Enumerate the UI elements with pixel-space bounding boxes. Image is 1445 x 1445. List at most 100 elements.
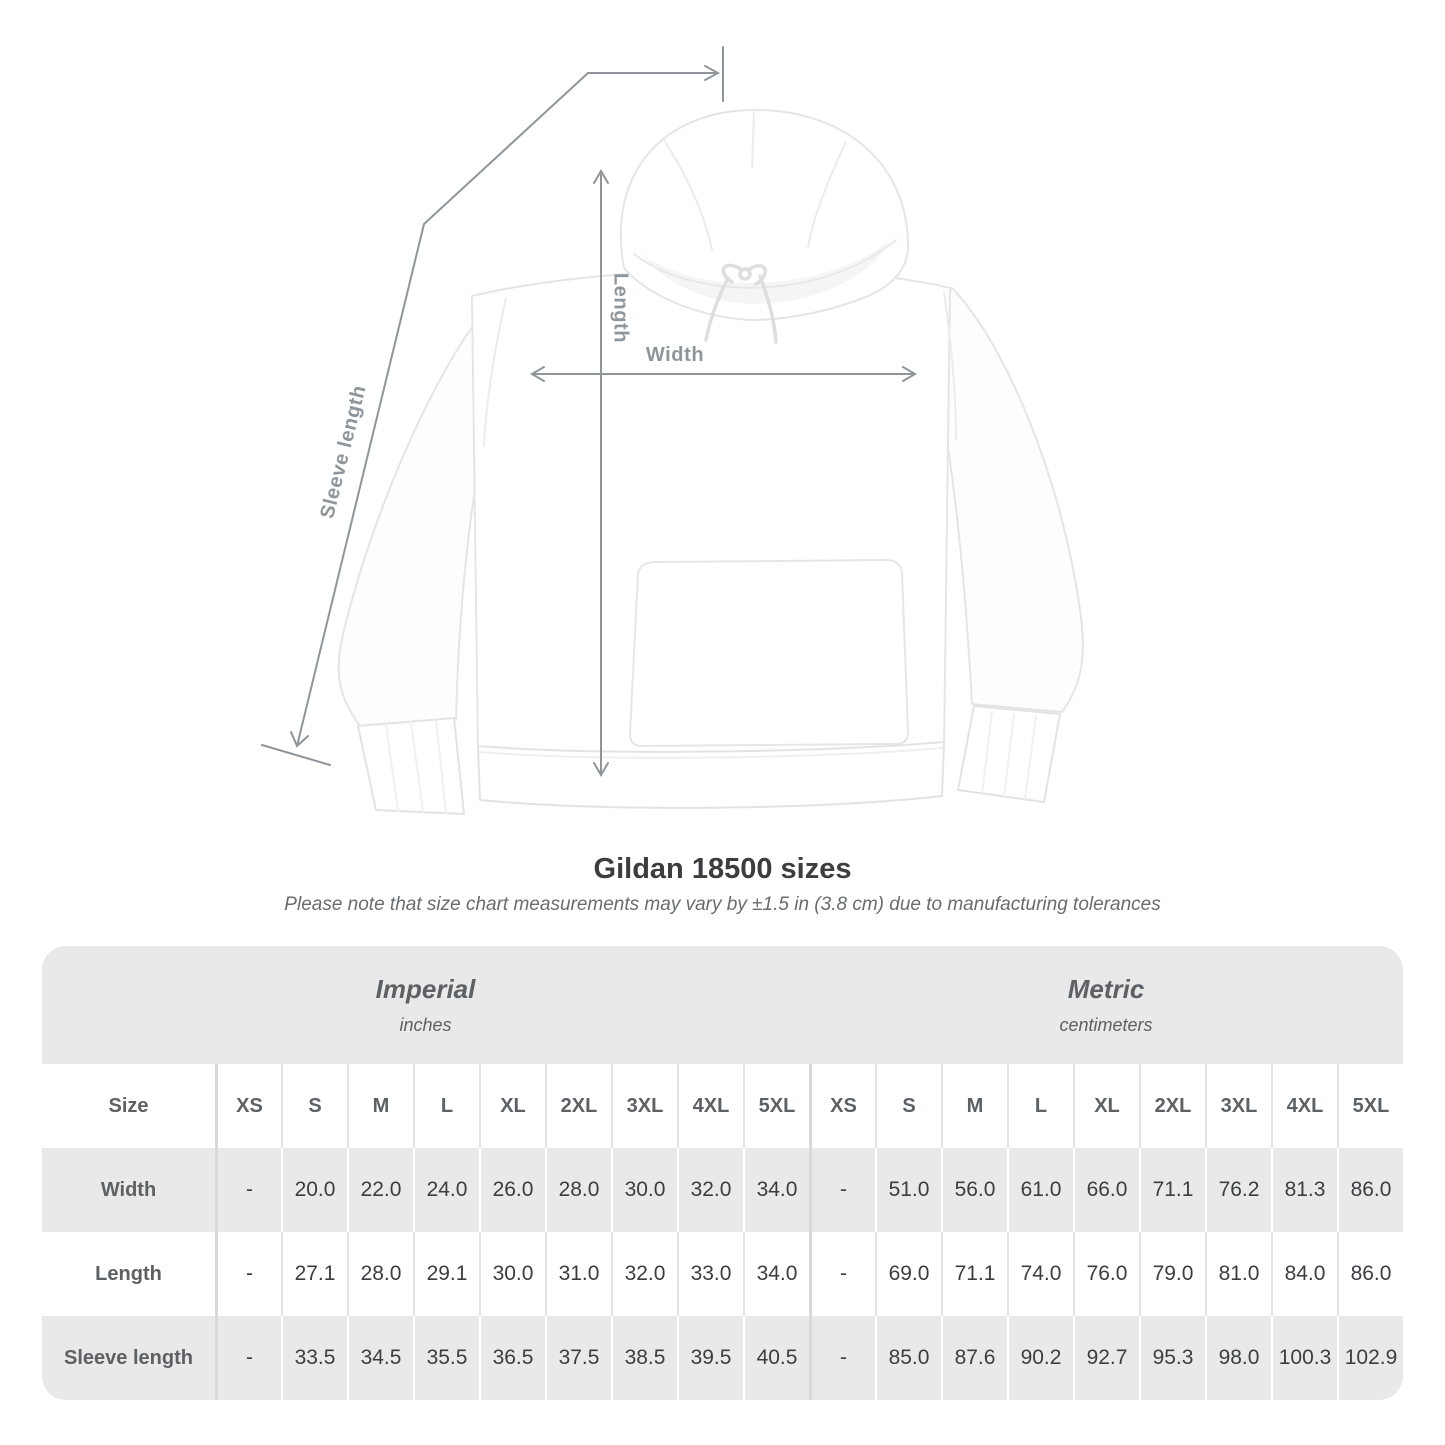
drawstrings <box>704 263 778 344</box>
value-cell: 87.6 <box>941 1316 1007 1400</box>
value-cell: 38.5 <box>611 1316 677 1400</box>
size-header-cell: 4XL <box>1271 1064 1337 1148</box>
width-dimension-label: Width <box>645 344 705 366</box>
value-cell: 84.0 <box>1271 1232 1337 1316</box>
size-header-cell: 2XL <box>1139 1064 1205 1148</box>
value-cell: 35.5 <box>413 1316 479 1400</box>
value-cell: 79.0 <box>1139 1232 1205 1316</box>
value-cell: 33.0 <box>677 1232 743 1316</box>
value-cell: 102.9 <box>1337 1316 1403 1400</box>
value-cell: 20.0 <box>281 1148 347 1232</box>
kangaroo-pocket <box>629 559 909 747</box>
value-cell: 71.1 <box>941 1232 1007 1316</box>
hood-opening-shadow <box>640 240 890 304</box>
size-table: Imperial inches Metric centimeters Size … <box>42 946 1403 1400</box>
metric-label: Metric <box>1067 973 1145 1004</box>
page-title: Gildan 18500 sizes <box>593 853 852 885</box>
unit-group-row: Imperial inches Metric centimeters <box>42 946 1403 1064</box>
value-cell: 34.0 <box>743 1232 809 1316</box>
value-cell: 81.3 <box>1271 1148 1337 1232</box>
value-cell: - <box>809 1148 875 1232</box>
size-header-cell: M <box>347 1064 413 1148</box>
size-header-cell: 4XL <box>677 1064 743 1148</box>
right-sleeve <box>923 287 1084 713</box>
value-cell: 81.0 <box>1205 1232 1271 1316</box>
value-cell: 100.3 <box>1271 1316 1337 1400</box>
value-cell: - <box>809 1316 875 1400</box>
size-header-cell: 2XL <box>545 1064 611 1148</box>
value-cell: 98.0 <box>1205 1316 1271 1400</box>
value-cell: 30.0 <box>611 1148 677 1232</box>
row-label: Length <box>42 1232 215 1316</box>
value-cell: 86.0 <box>1337 1148 1403 1232</box>
sleeve-length-row: Sleeve length - 33.5 34.5 35.5 36.5 37.5… <box>42 1316 1403 1400</box>
value-cell: 31.0 <box>545 1232 611 1316</box>
width-row: Width - 20.0 22.0 24.0 26.0 28.0 30.0 32… <box>42 1148 1403 1232</box>
size-header-cell: S <box>875 1064 941 1148</box>
size-header-cell: L <box>1007 1064 1073 1148</box>
size-header-cell: M <box>941 1064 1007 1148</box>
size-header-cell: XL <box>1073 1064 1139 1148</box>
size-header-cell: XS <box>809 1064 875 1148</box>
value-cell: 61.0 <box>1007 1148 1073 1232</box>
value-cell: 22.0 <box>347 1148 413 1232</box>
value-cell: 76.0 <box>1073 1232 1139 1316</box>
value-cell: 40.5 <box>743 1316 809 1400</box>
metric-group-header: Metric centimeters <box>809 946 1403 1064</box>
size-header-cell: L <box>413 1064 479 1148</box>
dimension-arrows <box>261 46 917 777</box>
size-header-row: Size XS S M L XL 2XL 3XL 4XL 5XL XS S M … <box>42 1064 1403 1148</box>
value-cell: 33.5 <box>281 1316 347 1400</box>
value-cell: 86.0 <box>1337 1232 1403 1316</box>
value-cell: 24.0 <box>413 1148 479 1232</box>
value-cell: 90.2 <box>1007 1316 1073 1400</box>
imperial-group-header: Imperial inches <box>42 946 809 1064</box>
hoodie-illustration <box>261 46 1084 815</box>
size-header-cell: 5XL <box>743 1064 809 1148</box>
tolerance-note: Please note that size chart measurements… <box>284 894 1161 915</box>
value-cell: 71.1 <box>1139 1148 1205 1232</box>
size-header-cell: S <box>281 1064 347 1148</box>
size-header-cell: XL <box>479 1064 545 1148</box>
value-cell: 29.1 <box>413 1232 479 1316</box>
value-cell: 32.0 <box>677 1148 743 1232</box>
value-cell: - <box>215 1316 281 1400</box>
sleeve-length-arrow <box>296 72 717 747</box>
value-cell: 92.7 <box>1073 1316 1139 1400</box>
value-cell: - <box>215 1232 281 1316</box>
value-cell: 30.0 <box>479 1232 545 1316</box>
value-cell: 37.5 <box>545 1316 611 1400</box>
hem-band <box>477 741 945 809</box>
value-cell: - <box>215 1148 281 1232</box>
value-cell: 74.0 <box>1007 1232 1073 1316</box>
value-cell: 28.0 <box>347 1232 413 1316</box>
size-header-cell: 5XL <box>1337 1064 1403 1148</box>
value-cell: 32.0 <box>611 1232 677 1316</box>
value-cell: 51.0 <box>875 1148 941 1232</box>
value-cell: 56.0 <box>941 1148 1007 1232</box>
value-cell: 76.2 <box>1205 1148 1271 1232</box>
value-cell: 36.5 <box>479 1316 545 1400</box>
size-table-wrap: Imperial inches Metric centimeters Size … <box>42 946 1403 1400</box>
value-cell: 26.0 <box>479 1148 545 1232</box>
value-cell: 85.0 <box>875 1316 941 1400</box>
value-cell: 27.1 <box>281 1232 347 1316</box>
length-dimension-label: Length <box>609 272 632 344</box>
value-cell: 95.3 <box>1139 1316 1205 1400</box>
row-label: Width <box>42 1148 215 1232</box>
value-cell: - <box>809 1232 875 1316</box>
imperial-sublabel: inches <box>399 1014 452 1035</box>
size-header-cell: 3XL <box>611 1064 677 1148</box>
left-cuff <box>357 717 465 815</box>
size-column-header: Size <box>42 1064 215 1148</box>
value-cell: 69.0 <box>875 1232 941 1316</box>
value-cell: 34.5 <box>347 1316 413 1400</box>
size-header-cell: 3XL <box>1205 1064 1271 1148</box>
value-cell: 66.0 <box>1073 1148 1139 1232</box>
row-label: Sleeve length <box>42 1316 215 1400</box>
value-cell: 39.5 <box>677 1316 743 1400</box>
size-header-cell: XS <box>215 1064 281 1148</box>
metric-sublabel: centimeters <box>1059 1014 1153 1035</box>
length-row: Length - 27.1 28.0 29.1 30.0 31.0 32.0 3… <box>42 1232 1403 1316</box>
